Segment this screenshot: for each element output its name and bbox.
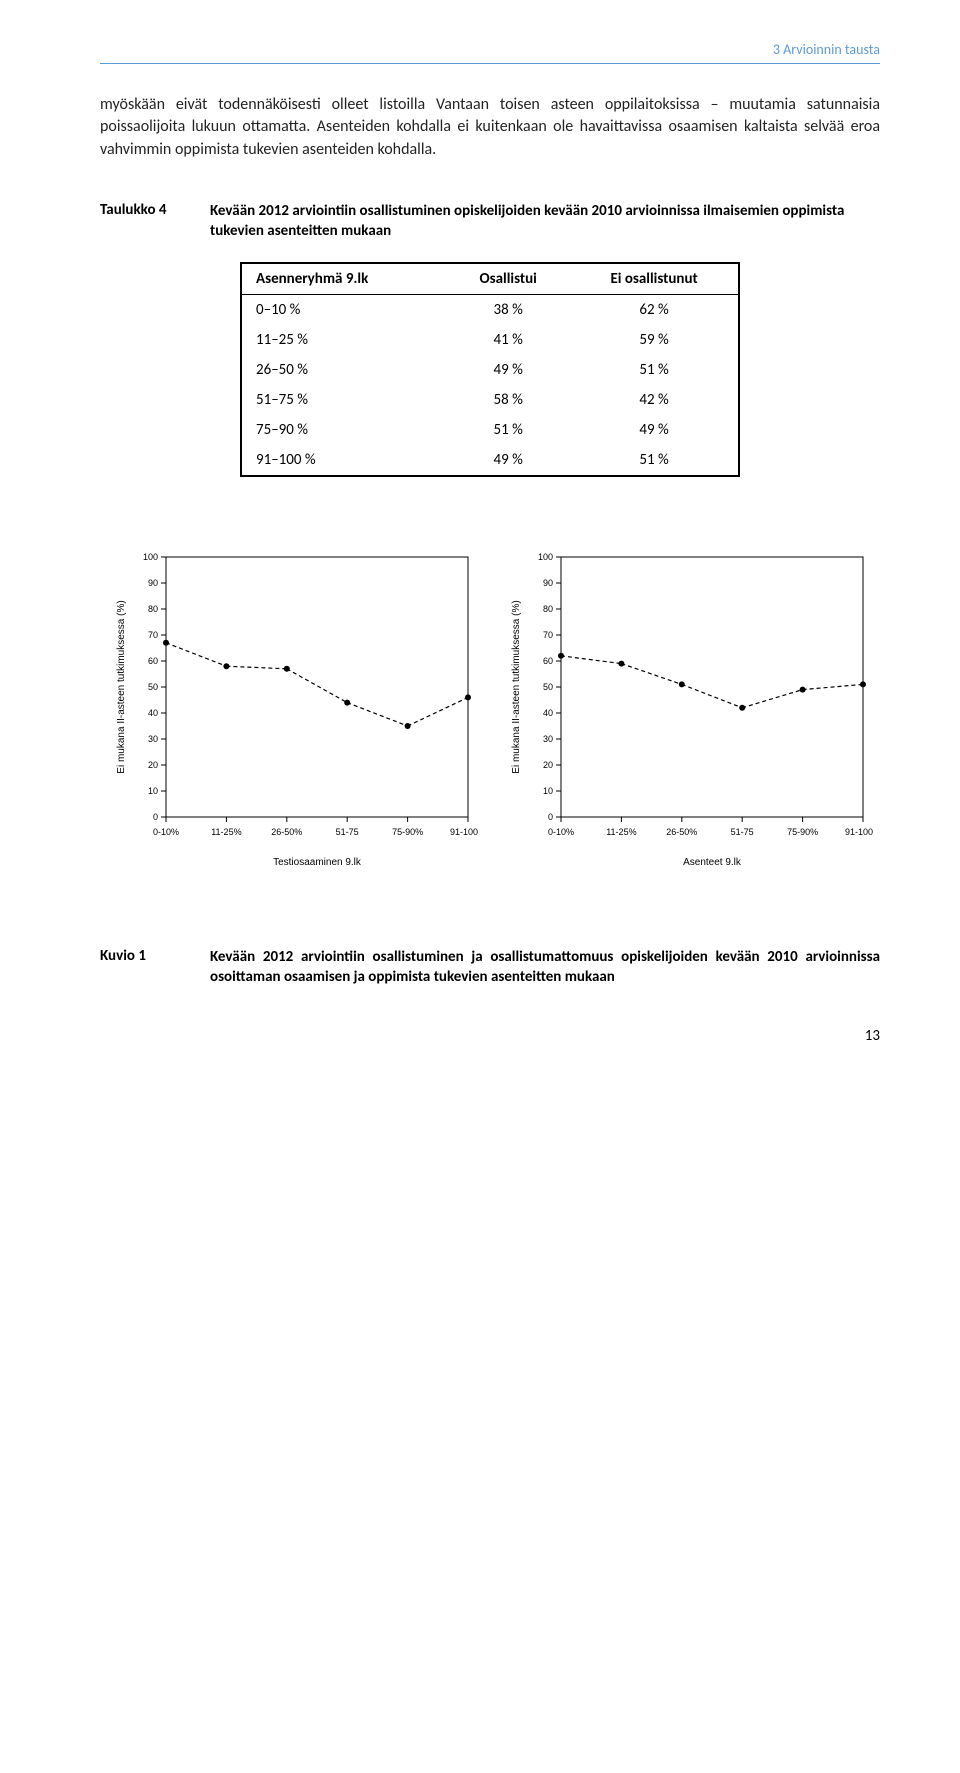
table4-cell: 11–25 % bbox=[241, 325, 446, 355]
table4-cell: 49 % bbox=[446, 445, 570, 476]
svg-text:60: 60 bbox=[542, 656, 552, 666]
table4-cell: 0–10 % bbox=[241, 294, 446, 325]
chart-right-svg: 0 10 20 30 40 50 60 70 80 90 100 0-10% 11-25% 26-50% 5… bbox=[503, 547, 873, 887]
svg-text:51-75: 51-75 bbox=[335, 827, 358, 837]
chart-left: 0 10 20 30 40 50 60 70 80 90 100 0-10% 11-25% 26-50% 5… bbox=[100, 547, 485, 887]
svg-text:91-100%: 91-100% bbox=[449, 827, 477, 837]
table4-cell: 38 % bbox=[446, 294, 570, 325]
svg-text:100: 100 bbox=[537, 552, 552, 562]
table4-cell: 59 % bbox=[570, 325, 739, 355]
svg-text:100: 100 bbox=[142, 552, 157, 562]
svg-text:30: 30 bbox=[147, 734, 157, 744]
svg-text:75-90%: 75-90% bbox=[787, 827, 818, 837]
table4-cell: 75–90 % bbox=[241, 415, 446, 445]
svg-text:51-75: 51-75 bbox=[730, 827, 753, 837]
svg-text:50: 50 bbox=[542, 682, 552, 692]
svg-text:20: 20 bbox=[542, 760, 552, 770]
table4-cell: 42 % bbox=[570, 385, 739, 415]
charts-container: 01020304050607080901000-10%11-25%26-50%5… bbox=[100, 547, 880, 887]
kuvio1-caption-text: Kevään 2012 arviointiin osallistuminen j… bbox=[210, 947, 880, 988]
svg-text:40: 40 bbox=[542, 708, 552, 718]
svg-text:70: 70 bbox=[147, 630, 157, 640]
svg-text:30: 30 bbox=[542, 734, 552, 744]
table4-cell: 26–50 % bbox=[241, 355, 446, 385]
svg-text:26-50%: 26-50% bbox=[271, 827, 302, 837]
table4-cell: 51 % bbox=[446, 415, 570, 445]
svg-text:80: 80 bbox=[147, 604, 157, 614]
svg-text:0-10%: 0-10% bbox=[547, 827, 573, 837]
svg-text:80: 80 bbox=[542, 604, 552, 614]
svg-text:0: 0 bbox=[152, 812, 157, 822]
table4: Asenneryhmä 9.lk Osallistui Ei osallistu… bbox=[240, 262, 740, 477]
svg-text:10: 10 bbox=[147, 786, 157, 796]
svg-text:90: 90 bbox=[542, 578, 552, 588]
table4-cell: 41 % bbox=[446, 325, 570, 355]
chart-right: 0 10 20 30 40 50 60 70 80 90 100 0-10% 11-25% 26-50% 5… bbox=[495, 547, 880, 887]
table4-caption-text: Kevään 2012 arviointiin osallistuminen o… bbox=[210, 201, 880, 242]
table4-cell: 49 % bbox=[446, 355, 570, 385]
svg-text:11-25%: 11-25% bbox=[606, 827, 636, 837]
svg-text:26-50%: 26-50% bbox=[666, 827, 697, 837]
table4-row: 0–10 %38 %62 % bbox=[241, 294, 739, 325]
table4-header-row: Asenneryhmä 9.lk Osallistui Ei osallistu… bbox=[241, 263, 739, 295]
svg-text:60: 60 bbox=[147, 656, 157, 666]
section-header: 3 Arvioinnin tausta bbox=[773, 41, 880, 58]
svg-text:Ei mukana II-asteen tutkimukse: Ei mukana II-asteen tutkimuksessa (%) bbox=[116, 600, 127, 773]
table4-col-0: Asenneryhmä 9.lk bbox=[241, 263, 446, 295]
svg-text:91-100%: 91-100% bbox=[844, 827, 872, 837]
table4-col-2: Ei osallistunut bbox=[570, 263, 739, 295]
table4-row: 91–100 %49 %51 % bbox=[241, 445, 739, 476]
page-number: 13 bbox=[100, 1027, 880, 1045]
kuvio1-caption: Kuvio 1 Kevään 2012 arviointiin osallist… bbox=[100, 947, 880, 988]
svg-text:20: 20 bbox=[147, 760, 157, 770]
svg-text:70: 70 bbox=[542, 630, 552, 640]
svg-text:Asenteet 9.lk: Asenteet 9.lk bbox=[683, 857, 742, 868]
svg-text:75-90%: 75-90% bbox=[392, 827, 423, 837]
table4-cell: 51–75 % bbox=[241, 385, 446, 415]
table4-row: 26–50 %49 %51 % bbox=[241, 355, 739, 385]
svg-text:0-10%: 0-10% bbox=[152, 827, 178, 837]
table4-row: 51–75 %58 %42 % bbox=[241, 385, 739, 415]
kuvio1-label: Kuvio 1 bbox=[100, 947, 210, 965]
svg-text:50: 50 bbox=[147, 682, 157, 692]
table4-label: Taulukko 4 bbox=[100, 201, 210, 219]
svg-text:40: 40 bbox=[147, 708, 157, 718]
svg-text:90: 90 bbox=[147, 578, 157, 588]
table4-cell: 91–100 % bbox=[241, 445, 446, 476]
table4-cell: 58 % bbox=[446, 385, 570, 415]
table4-cell: 51 % bbox=[570, 355, 739, 385]
svg-text:Ei mukana II-asteen tutkimukse: Ei mukana II-asteen tutkimuksessa (%) bbox=[511, 600, 522, 773]
svg-text:0: 0 bbox=[547, 812, 552, 822]
table4-cell: 51 % bbox=[570, 445, 739, 476]
body-paragraph-1: myöskään eivät todennäköisesti olleet li… bbox=[100, 94, 880, 161]
table4-col-1: Osallistui bbox=[446, 263, 570, 295]
svg-text:10: 10 bbox=[542, 786, 552, 796]
table4-row: 75–90 %51 %49 % bbox=[241, 415, 739, 445]
chart-left-svg: 0 10 20 30 40 50 60 70 80 90 100 0-10% 11-25% 26-50% 5… bbox=[108, 547, 478, 887]
table4-caption: Taulukko 4 Kevään 2012 arviointiin osall… bbox=[100, 201, 880, 242]
section-header-container: 3 Arvioinnin tausta bbox=[100, 40, 880, 64]
table4-cell: 62 % bbox=[570, 294, 739, 325]
svg-text:Testiosaaminen 9.lk: Testiosaaminen 9.lk bbox=[273, 857, 362, 868]
table4-row: 11–25 %41 %59 % bbox=[241, 325, 739, 355]
svg-text:11-25%: 11-25% bbox=[211, 827, 241, 837]
table4-cell: 49 % bbox=[570, 415, 739, 445]
